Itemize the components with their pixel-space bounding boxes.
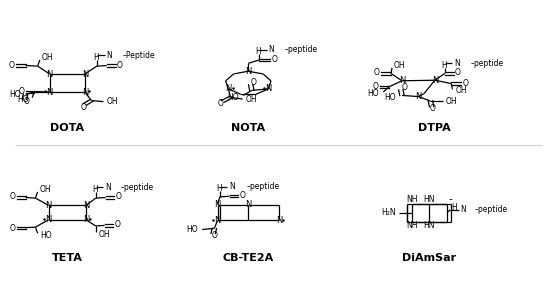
Text: HO: HO [384,93,395,102]
Text: O: O [115,220,121,229]
Text: –peptide: –peptide [246,182,279,191]
Text: –: – [448,195,452,204]
Text: O: O [24,97,30,106]
Text: OH: OH [42,53,53,62]
Text: H: H [441,61,447,70]
Text: NOTA: NOTA [231,123,265,133]
Text: –peptide: –peptide [471,59,504,68]
Text: N: N [276,216,282,225]
Text: N: N [83,215,89,224]
Text: N: N [214,216,221,225]
Text: OH: OH [106,97,118,106]
Text: HO: HO [227,93,239,102]
Text: H: H [93,52,99,61]
Text: HO: HO [9,90,21,99]
Text: –peptide: –peptide [475,205,507,214]
Text: DiAmSar: DiAmSar [402,253,456,263]
Text: N: N [83,201,89,210]
Text: HO: HO [18,95,29,104]
Text: N: N [245,200,252,209]
Text: O: O [463,79,468,88]
Text: O: O [117,61,123,70]
Text: N: N [214,200,221,209]
Text: O: O [455,68,461,77]
Text: O: O [218,99,223,108]
Text: HO: HO [41,231,52,240]
Text: CB-TE2A: CB-TE2A [223,253,274,263]
Text: N: N [82,70,88,79]
Text: O: O [9,193,16,202]
Text: N: N [105,183,111,192]
Text: OH: OH [40,185,51,194]
Text: N: N [82,88,88,97]
Text: O: O [211,231,217,240]
Text: N: N [454,59,460,68]
Text: HN: HN [424,195,435,204]
Text: N: N [106,51,112,60]
Text: O: O [374,68,380,77]
Text: HN: HN [424,221,435,230]
Text: O: O [373,82,379,91]
Text: O: O [272,55,277,64]
Text: O: O [430,104,436,113]
Text: O: O [81,103,87,112]
Text: H: H [216,184,222,193]
Text: O: O [240,191,246,200]
Text: –peptide: –peptide [121,183,154,192]
Text: N: N [46,215,52,224]
Text: N: N [46,201,52,210]
Text: OH: OH [456,86,467,95]
Text: HO: HO [187,225,198,234]
Text: O: O [401,83,407,92]
Text: DTPA: DTPA [418,123,451,133]
Text: H₂N: H₂N [382,208,396,217]
Text: O: O [251,78,257,87]
Text: N: N [461,205,466,214]
Text: N: N [47,70,53,79]
Text: N: N [47,88,53,97]
Text: NH: NH [406,221,418,230]
Text: NH: NH [406,195,418,204]
Text: H: H [92,184,97,194]
Text: DOTA: DOTA [50,123,84,133]
Text: H: H [255,47,261,56]
Text: N: N [399,76,405,85]
Text: OH: OH [446,97,457,106]
Text: N: N [268,45,274,54]
Text: OH: OH [246,95,257,104]
Text: N: N [245,67,252,76]
Text: N: N [415,92,422,101]
Text: OH: OH [99,230,110,239]
Text: –peptide: –peptide [285,45,317,54]
Text: O: O [9,224,16,233]
Text: OH: OH [394,61,405,70]
Text: HO: HO [368,89,379,98]
Text: O: O [8,61,14,70]
Text: –Peptide: –Peptide [122,51,155,60]
Text: O: O [116,193,122,202]
Text: O: O [18,87,24,96]
Text: N: N [225,84,232,93]
Text: TETA: TETA [52,253,82,263]
Text: N: N [229,182,234,191]
Text: N: N [265,84,271,93]
Text: N: N [432,76,438,85]
Text: H: H [452,203,457,212]
